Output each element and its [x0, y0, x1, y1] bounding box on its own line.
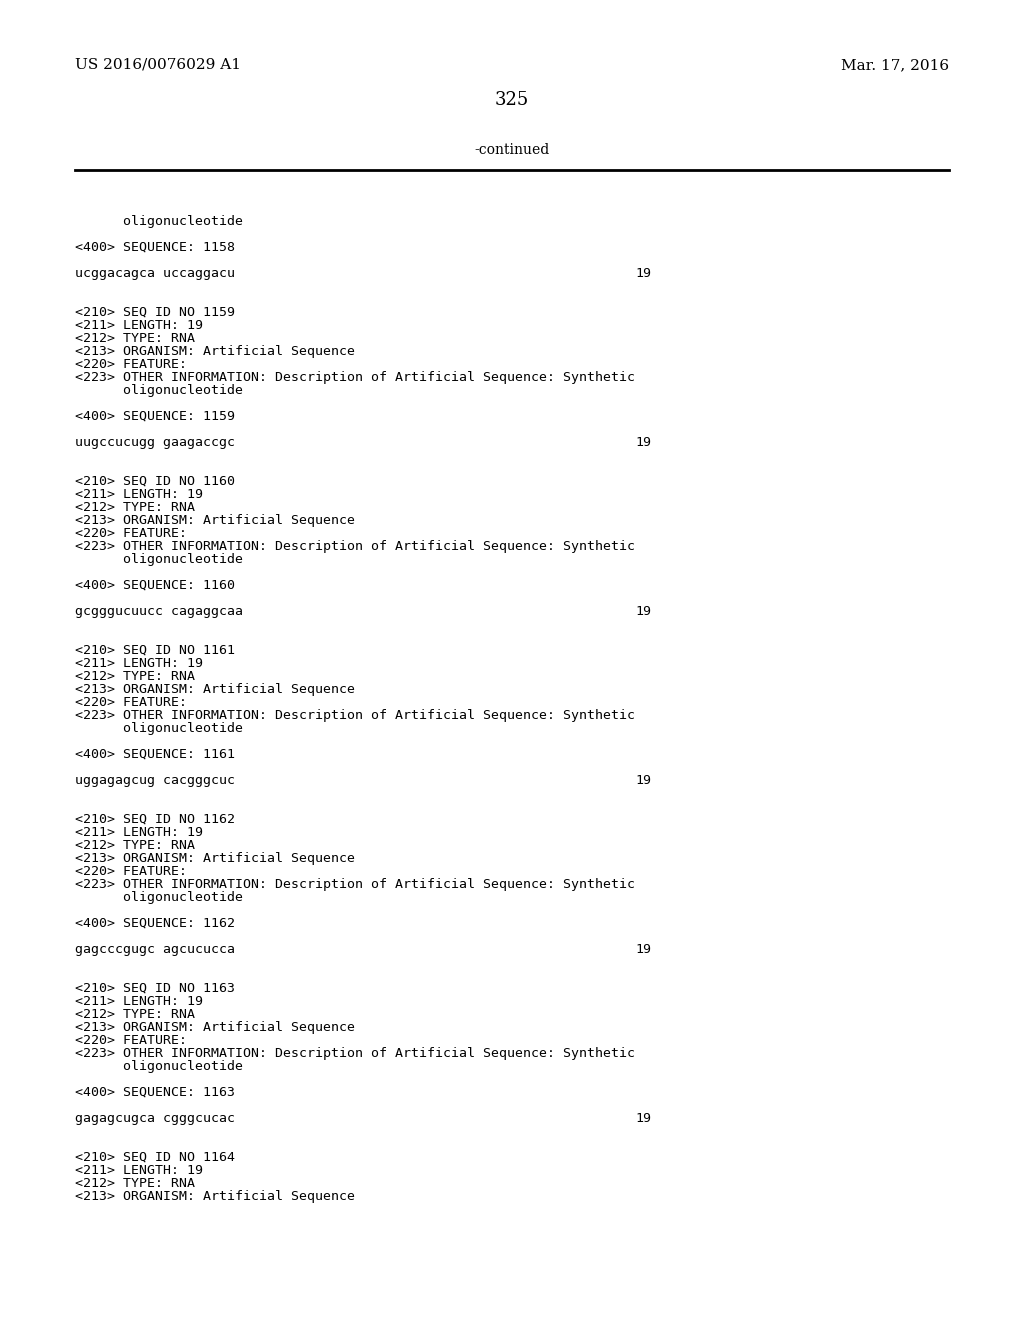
- Text: <213> ORGANISM: Artificial Sequence: <213> ORGANISM: Artificial Sequence: [75, 345, 355, 358]
- Text: oligonucleotide: oligonucleotide: [75, 553, 243, 566]
- Text: oligonucleotide: oligonucleotide: [75, 1060, 243, 1073]
- Text: <210> SEQ ID NO 1161: <210> SEQ ID NO 1161: [75, 644, 234, 657]
- Text: <400> SEQUENCE: 1160: <400> SEQUENCE: 1160: [75, 579, 234, 591]
- Text: <212> TYPE: RNA: <212> TYPE: RNA: [75, 1008, 195, 1020]
- Text: <212> TYPE: RNA: <212> TYPE: RNA: [75, 1177, 195, 1191]
- Text: oligonucleotide: oligonucleotide: [75, 722, 243, 735]
- Text: <223> OTHER INFORMATION: Description of Artificial Sequence: Synthetic: <223> OTHER INFORMATION: Description of …: [75, 878, 635, 891]
- Text: <211> LENGTH: 19: <211> LENGTH: 19: [75, 826, 203, 840]
- Text: <213> ORGANISM: Artificial Sequence: <213> ORGANISM: Artificial Sequence: [75, 682, 355, 696]
- Text: 19: 19: [635, 436, 651, 449]
- Text: gcgggucuucc cagaggcaa: gcgggucuucc cagaggcaa: [75, 605, 243, 618]
- Text: oligonucleotide: oligonucleotide: [75, 891, 243, 904]
- Text: <211> LENGTH: 19: <211> LENGTH: 19: [75, 995, 203, 1008]
- Text: gagagcugca cgggcucac: gagagcugca cgggcucac: [75, 1111, 234, 1125]
- Text: <212> TYPE: RNA: <212> TYPE: RNA: [75, 671, 195, 682]
- Text: ucggacagca uccaggacu: ucggacagca uccaggacu: [75, 267, 234, 280]
- Text: US 2016/0076029 A1: US 2016/0076029 A1: [75, 58, 241, 73]
- Text: <220> FEATURE:: <220> FEATURE:: [75, 865, 187, 878]
- Text: <223> OTHER INFORMATION: Description of Artificial Sequence: Synthetic: <223> OTHER INFORMATION: Description of …: [75, 709, 635, 722]
- Text: 19: 19: [635, 267, 651, 280]
- Text: <211> LENGTH: 19: <211> LENGTH: 19: [75, 488, 203, 502]
- Text: <212> TYPE: RNA: <212> TYPE: RNA: [75, 333, 195, 345]
- Text: <211> LENGTH: 19: <211> LENGTH: 19: [75, 657, 203, 671]
- Text: <220> FEATURE:: <220> FEATURE:: [75, 358, 187, 371]
- Text: 19: 19: [635, 774, 651, 787]
- Text: <400> SEQUENCE: 1163: <400> SEQUENCE: 1163: [75, 1086, 234, 1100]
- Text: <212> TYPE: RNA: <212> TYPE: RNA: [75, 502, 195, 513]
- Text: <400> SEQUENCE: 1159: <400> SEQUENCE: 1159: [75, 411, 234, 422]
- Text: <210> SEQ ID NO 1163: <210> SEQ ID NO 1163: [75, 982, 234, 995]
- Text: Mar. 17, 2016: Mar. 17, 2016: [841, 58, 949, 73]
- Text: <223> OTHER INFORMATION: Description of Artificial Sequence: Synthetic: <223> OTHER INFORMATION: Description of …: [75, 371, 635, 384]
- Text: <220> FEATURE:: <220> FEATURE:: [75, 1034, 187, 1047]
- Text: 325: 325: [495, 91, 529, 110]
- Text: <223> OTHER INFORMATION: Description of Artificial Sequence: Synthetic: <223> OTHER INFORMATION: Description of …: [75, 1047, 635, 1060]
- Text: oligonucleotide: oligonucleotide: [75, 215, 243, 228]
- Text: oligonucleotide: oligonucleotide: [75, 384, 243, 397]
- Text: <210> SEQ ID NO 1160: <210> SEQ ID NO 1160: [75, 475, 234, 488]
- Text: <213> ORGANISM: Artificial Sequence: <213> ORGANISM: Artificial Sequence: [75, 851, 355, 865]
- Text: 19: 19: [635, 942, 651, 956]
- Text: uugccucugg gaagaccgc: uugccucugg gaagaccgc: [75, 436, 234, 449]
- Text: <220> FEATURE:: <220> FEATURE:: [75, 527, 187, 540]
- Text: <213> ORGANISM: Artificial Sequence: <213> ORGANISM: Artificial Sequence: [75, 1191, 355, 1203]
- Text: uggagagcug cacgggcuc: uggagagcug cacgggcuc: [75, 774, 234, 787]
- Text: <220> FEATURE:: <220> FEATURE:: [75, 696, 187, 709]
- Text: <400> SEQUENCE: 1158: <400> SEQUENCE: 1158: [75, 242, 234, 253]
- Text: <210> SEQ ID NO 1164: <210> SEQ ID NO 1164: [75, 1151, 234, 1164]
- Text: -continued: -continued: [474, 143, 550, 157]
- Text: <400> SEQUENCE: 1162: <400> SEQUENCE: 1162: [75, 917, 234, 931]
- Text: <223> OTHER INFORMATION: Description of Artificial Sequence: Synthetic: <223> OTHER INFORMATION: Description of …: [75, 540, 635, 553]
- Text: <210> SEQ ID NO 1159: <210> SEQ ID NO 1159: [75, 306, 234, 319]
- Text: <212> TYPE: RNA: <212> TYPE: RNA: [75, 840, 195, 851]
- Text: <213> ORGANISM: Artificial Sequence: <213> ORGANISM: Artificial Sequence: [75, 1020, 355, 1034]
- Text: <213> ORGANISM: Artificial Sequence: <213> ORGANISM: Artificial Sequence: [75, 513, 355, 527]
- Text: gagcccgugc agcucucca: gagcccgugc agcucucca: [75, 942, 234, 956]
- Text: <400> SEQUENCE: 1161: <400> SEQUENCE: 1161: [75, 748, 234, 762]
- Text: <211> LENGTH: 19: <211> LENGTH: 19: [75, 319, 203, 333]
- Text: <211> LENGTH: 19: <211> LENGTH: 19: [75, 1164, 203, 1177]
- Text: 19: 19: [635, 605, 651, 618]
- Text: <210> SEQ ID NO 1162: <210> SEQ ID NO 1162: [75, 813, 234, 826]
- Text: 19: 19: [635, 1111, 651, 1125]
